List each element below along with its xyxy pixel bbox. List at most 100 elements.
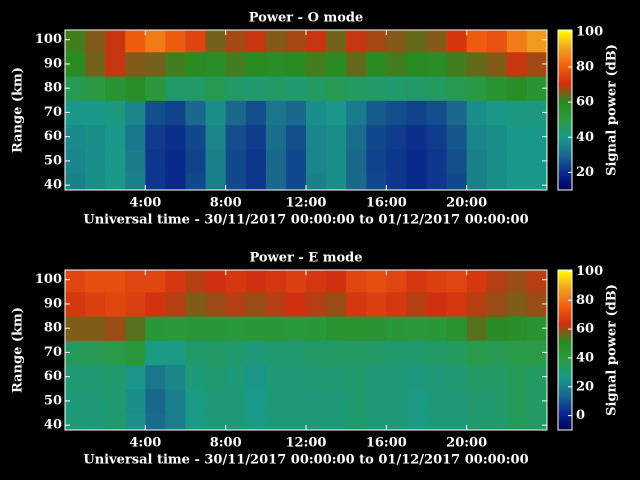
y-axis-label: Range (km) [11, 67, 26, 153]
heatmap-cell [306, 76, 327, 101]
heatmap-cell [326, 413, 347, 431]
heatmap-cell [65, 173, 86, 191]
colorbar-segment [558, 402, 572, 405]
heatmap-cell [265, 316, 287, 341]
heatmap-cell [245, 124, 267, 150]
heatmap-cell [265, 291, 287, 317]
heatmap-cell [386, 388, 407, 414]
x-axis-label: Universal time - 30/11/2017 00:00:00 to … [83, 213, 528, 228]
colorbar-segment [558, 352, 572, 355]
heatmap-cell [366, 173, 387, 191]
heatmap-cell [466, 148, 488, 174]
heatmap-cell [265, 124, 287, 150]
heatmap-cell [65, 124, 86, 150]
colorbar-segment [558, 298, 572, 301]
colorbar-segment [558, 78, 572, 81]
colorbar-segment [558, 176, 572, 179]
heatmap-cell [145, 413, 166, 431]
colorbar-segment [558, 182, 572, 185]
heatmap-cell [145, 364, 166, 390]
chart-title: Power - O mode [249, 11, 364, 26]
heatmap-cell [245, 100, 267, 126]
heatmap-cell [486, 148, 508, 174]
colorbar-segment [558, 128, 572, 131]
colorbar-segment [558, 106, 572, 109]
colorbar-segment [558, 418, 572, 421]
heatmap-cell [205, 173, 227, 191]
heatmap-cell [506, 316, 528, 341]
heatmap-cell [205, 30, 227, 53]
heatmap-cell [225, 100, 247, 126]
colorbar-segment [558, 154, 572, 157]
heatmap-cell [486, 388, 508, 414]
heatmap-cell [265, 270, 287, 293]
heatmap-cell [85, 316, 106, 341]
colorbar-label: Signal power (dB) [605, 44, 620, 176]
heatmap-cell [225, 76, 247, 101]
heatmap-cell [105, 291, 126, 317]
heatmap-cell [245, 148, 267, 174]
heatmap-cell [65, 30, 86, 53]
heatmap-cell [346, 124, 367, 150]
colorbar-segment [558, 88, 572, 91]
heatmap-cell [185, 76, 207, 101]
colorbar-segment [558, 310, 572, 313]
heatmap-cell [205, 148, 227, 174]
colorbar-segment [558, 162, 572, 165]
colorbar-segment [558, 408, 572, 411]
heatmap-cell [85, 413, 106, 431]
colorbar-segment [558, 126, 572, 129]
colorbar-segment [558, 284, 572, 287]
colorbar-tick-label: 60 [576, 322, 594, 337]
colorbar-segment [558, 328, 572, 331]
heatmap-cell [426, 291, 448, 317]
heatmap-cell [386, 148, 407, 174]
heatmap-cell [486, 364, 508, 390]
heatmap-cell [285, 173, 307, 191]
heatmap-cell [285, 100, 307, 126]
heatmap-cell [366, 51, 387, 77]
heatmap-cell [185, 291, 207, 317]
heatmap-cell [306, 148, 327, 174]
x-tick-label: 16:00 [366, 436, 407, 451]
x-tick-label: 12:00 [286, 436, 327, 451]
colorbar-segment [558, 360, 572, 363]
colorbar-segment [558, 296, 572, 299]
heatmap-cell [205, 100, 227, 126]
x-tick-label: 20:00 [446, 436, 487, 451]
colorbar-segment [558, 184, 572, 187]
heatmap-cell [506, 388, 528, 414]
heatmap-cell [486, 413, 508, 431]
heatmap-cell [326, 51, 347, 77]
heatmap-cell [506, 291, 528, 317]
heatmap-cell [366, 340, 387, 366]
heatmap-cell [446, 173, 468, 191]
heatmap-cell [85, 173, 106, 191]
colorbar-segment [558, 274, 572, 277]
colorbar-segment [558, 374, 572, 377]
heatmap-cell [105, 76, 126, 101]
heatmap-cell [105, 316, 126, 341]
heatmap-cell [346, 316, 367, 341]
heatmap-cell [145, 76, 166, 101]
heatmap-cell [386, 270, 407, 293]
colorbar-segment [558, 426, 572, 429]
heatmap-cell [386, 173, 407, 191]
heatmap-cell [85, 388, 106, 414]
heatmap-cell [406, 173, 427, 191]
colorbar-segment [558, 168, 572, 171]
heatmap-cell [165, 100, 186, 126]
heatmap-cell [225, 173, 247, 191]
heatmap-cell [65, 388, 86, 414]
heatmap-cell [265, 364, 287, 390]
y-tick-label: 90 [44, 56, 62, 71]
colorbar-segment [558, 104, 572, 107]
heatmap-cell [145, 51, 166, 77]
colorbar-segment [558, 164, 572, 167]
heatmap-cell [306, 270, 327, 293]
heatmap-cell [346, 51, 367, 77]
heatmap-cell [366, 388, 387, 414]
heatmap-cell [125, 270, 146, 293]
heatmap-cell [446, 76, 468, 101]
heatmap-cell [486, 173, 508, 191]
